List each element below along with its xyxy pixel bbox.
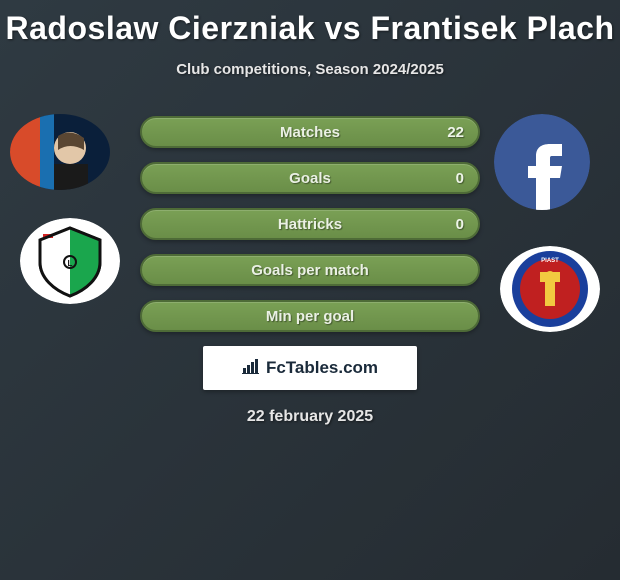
club-right-logo: PIAST [500, 246, 600, 332]
svg-text:PIAST: PIAST [541, 258, 559, 264]
club-left-logo: L [20, 218, 120, 304]
comparison-content: L PIAST Matches 22 Goals 0 Hattricks 0 [0, 106, 620, 426]
stat-row-goals-per-match: Goals per match [140, 254, 480, 286]
stat-right-value: 22 [447, 124, 464, 141]
page-title: Radoslaw Cierzniak vs Frantisek Plach [0, 0, 620, 47]
branding-box: FcTables.com [203, 346, 417, 390]
branding-text: FcTables.com [266, 358, 378, 378]
stat-label: Goals per match [251, 262, 369, 279]
stat-rows: Matches 22 Goals 0 Hattricks 0 Goals per… [140, 106, 480, 332]
stat-label: Goals [289, 170, 331, 187]
stat-row-min-per-goal: Min per goal [140, 300, 480, 332]
stat-row-goals: Goals 0 [140, 162, 480, 194]
chart-icon [242, 358, 262, 379]
stat-label: Min per goal [266, 308, 354, 325]
stat-right-value: 0 [456, 170, 464, 187]
stat-row-matches: Matches 22 [140, 116, 480, 148]
date-text: 22 february 2025 [0, 408, 620, 426]
player-left-photo [10, 114, 110, 190]
subtitle: Club competitions, Season 2024/2025 [0, 61, 620, 78]
stat-label: Matches [280, 124, 340, 141]
stat-row-hattricks: Hattricks 0 [140, 208, 480, 240]
player-right-photo [494, 114, 590, 210]
stat-right-value: 0 [456, 216, 464, 233]
stat-label: Hattricks [278, 216, 342, 233]
svg-text:L: L [68, 259, 73, 268]
